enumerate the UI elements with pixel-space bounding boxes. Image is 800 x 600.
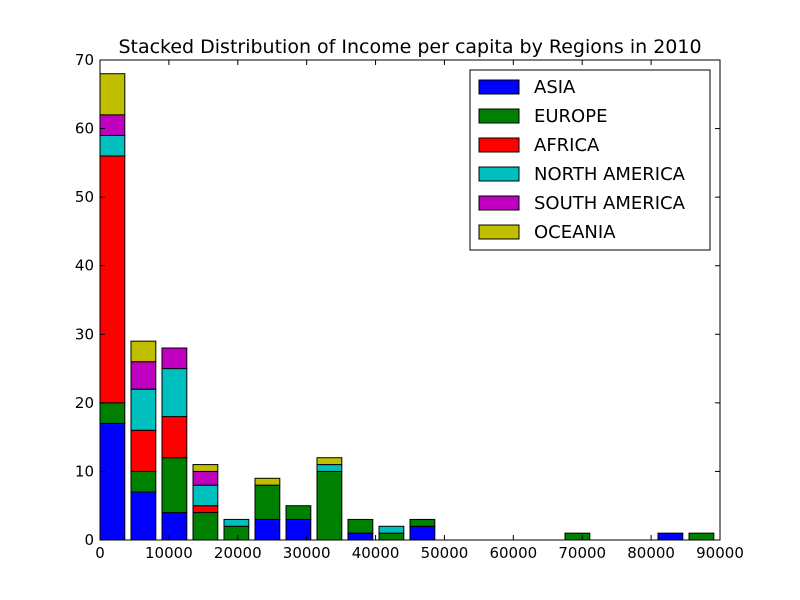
bar-segment-asia	[99, 422, 126, 541]
bar-segment-europe	[161, 457, 188, 514]
bar-segment-oceania	[192, 464, 219, 472]
bar-segment-asia	[347, 532, 374, 541]
y-tick-label: 30	[75, 325, 94, 343]
legend-swatch	[478, 195, 520, 211]
x-tick-label: 80000	[627, 544, 675, 562]
bar-segment-south-america	[130, 361, 157, 390]
bar-segment-asia	[409, 525, 436, 541]
bar-segment-europe	[223, 525, 250, 541]
bar-segment-europe	[347, 518, 374, 534]
bar-segment-oceania	[316, 457, 343, 466]
legend-swatch	[478, 224, 520, 240]
bar-segment-south-america	[99, 114, 126, 136]
bar-segment-africa	[99, 155, 126, 404]
bar-segment-north-america	[161, 368, 188, 418]
bar-segment-north-america	[192, 484, 219, 507]
bar-segment-europe	[378, 532, 405, 541]
bar-segment-south-america	[192, 470, 219, 486]
bar-segment-europe	[99, 402, 126, 424]
legend-label: EUROPE	[534, 106, 607, 127]
y-tick-label: 60	[75, 120, 94, 138]
bar-segment-north-america	[99, 134, 126, 157]
y-tick-label: 70	[75, 51, 94, 69]
axes-group: 0 10000 20000 30000 40000 50000 60000 70000 8000…	[75, 51, 744, 562]
x-tick-label: 50000	[421, 544, 469, 562]
bars-group	[99, 73, 715, 541]
x-tick-label: 90000	[696, 544, 744, 562]
bar-segment-europe	[409, 518, 436, 527]
bar-segment-north-america	[130, 388, 157, 431]
bar-segment-africa	[161, 416, 188, 459]
y-tick-label: 0	[84, 531, 94, 549]
x-tick-label: 40000	[352, 544, 400, 562]
bar-segment-asia	[130, 491, 157, 541]
legend-swatch	[478, 137, 520, 153]
bar-segment-asia	[657, 532, 684, 541]
plot-frame	[99, 59, 721, 541]
legend-swatch	[478, 166, 520, 182]
legend-label: OCEANIA	[534, 222, 616, 243]
bar-segment-europe	[688, 532, 715, 541]
bar-segment-north-america	[316, 464, 343, 472]
bar-segment-south-america	[161, 347, 188, 370]
legend-box	[469, 69, 711, 251]
bar-segment-europe	[130, 470, 157, 493]
legend-swatch	[478, 108, 520, 124]
bar-segment-europe	[192, 512, 219, 541]
x-tick-label: 30000	[283, 544, 331, 562]
x-tick-label: 0	[95, 544, 105, 562]
y-tick-label: 20	[75, 394, 94, 412]
bar-segment-north-america	[223, 518, 250, 527]
legend-label: ASIA	[534, 77, 576, 98]
bar-segment-asia	[161, 512, 188, 541]
x-tick-label: 60000	[489, 544, 537, 562]
chart-title: Stacked Distribution of Income per capit…	[118, 36, 701, 58]
bar-segment-asia	[254, 518, 281, 541]
bar-segment-oceania	[99, 73, 126, 116]
bar-segment-oceania	[130, 340, 157, 363]
bar-segment-africa	[130, 429, 157, 472]
legend-label: NORTH AMERICA	[534, 164, 686, 185]
y-tick-label: 10	[75, 462, 94, 480]
legend-label: AFRICA	[534, 135, 600, 156]
legend: ASIA EUROPE AFRICA NORTH AMERICA SOUTH AMERI…	[469, 69, 711, 251]
bar-segment-europe	[254, 484, 281, 520]
x-tick-label: 20000	[214, 544, 262, 562]
x-tick-label: 10000	[145, 544, 193, 562]
bar-segment-europe	[316, 470, 343, 541]
legend-swatch	[478, 79, 520, 95]
bar-segment-europe	[564, 532, 591, 541]
bar-segment-oceania	[254, 477, 281, 486]
bar-segment-europe	[285, 505, 312, 520]
y-tick-label: 50	[75, 188, 94, 206]
bar-segment-africa	[192, 505, 219, 514]
bar-segment-north-america	[378, 525, 405, 534]
x-tick-label: 70000	[558, 544, 606, 562]
legend-label: SOUTH AMERICA	[534, 193, 686, 214]
y-tick-label: 40	[75, 257, 94, 275]
